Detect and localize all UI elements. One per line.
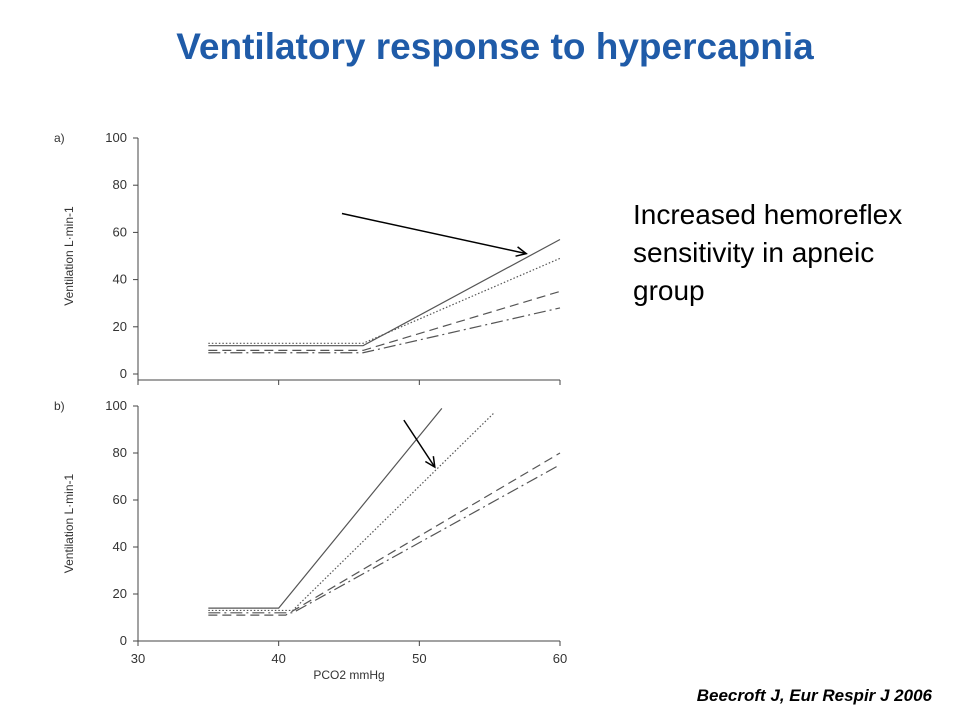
x-tick-label: 60 bbox=[553, 651, 567, 666]
y-tick-label: 100 bbox=[105, 398, 127, 413]
panel-a: 0 20 40 60 80 100 a) Ventilation L·min-1 bbox=[54, 130, 561, 385]
y-tick-label: 100 bbox=[105, 130, 127, 145]
y-tick-label: 40 bbox=[113, 539, 127, 554]
series-line-dashed bbox=[208, 452, 561, 616]
series-line-dashdot bbox=[208, 464, 561, 614]
y-tick-label: 40 bbox=[113, 272, 127, 287]
y-tick-label: 0 bbox=[120, 366, 127, 381]
series-line-solid bbox=[208, 407, 443, 609]
x-axis-label: PCO2 mmHg bbox=[313, 668, 384, 682]
annotation-line-3: group bbox=[633, 275, 705, 306]
series-line-dotted bbox=[208, 257, 561, 344]
y-tick-label: 20 bbox=[113, 319, 127, 334]
y-tick-label: 60 bbox=[113, 224, 127, 239]
panel-label: a) bbox=[54, 131, 65, 145]
slide-title: Ventilatory response to hypercapnia bbox=[176, 26, 814, 67]
series-line-dashed bbox=[208, 290, 561, 351]
series-line-dotted bbox=[208, 412, 495, 612]
y-tick-label: 60 bbox=[113, 492, 127, 507]
panel-b: 0 20 40 60 80 100 30 40 50 60 b) Ventilation L·min-… bbox=[54, 398, 567, 682]
series-line-solid bbox=[208, 238, 561, 347]
arrow-head bbox=[424, 456, 436, 469]
series-line-dashdot bbox=[208, 307, 561, 354]
arrow-head bbox=[515, 246, 528, 257]
y-axis-label: Ventilation L·min-1 bbox=[62, 473, 76, 573]
y-tick-label: 80 bbox=[113, 177, 127, 192]
annotation-line-2: sensitivity in apneic bbox=[633, 237, 875, 268]
y-axis-label: Ventilation L·min-1 bbox=[62, 206, 76, 306]
x-tick-label: 50 bbox=[412, 651, 426, 666]
panel-label: b) bbox=[54, 399, 65, 413]
y-tick-label: 20 bbox=[113, 586, 127, 601]
annotation-line-1: Increased hemoreflex bbox=[633, 199, 903, 230]
y-tick-label: 0 bbox=[120, 633, 127, 648]
x-tick-label: 40 bbox=[271, 651, 285, 666]
arrow-shaft bbox=[341, 212, 527, 255]
x-tick-label: 30 bbox=[131, 651, 145, 666]
annotation-text: Increased hemoreflex sensitivity in apne… bbox=[633, 196, 953, 310]
y-tick-label: 80 bbox=[113, 445, 127, 460]
citation: Beecroft J, Eur Respir J 2006 bbox=[696, 686, 932, 705]
arrow-shaft bbox=[403, 419, 436, 468]
